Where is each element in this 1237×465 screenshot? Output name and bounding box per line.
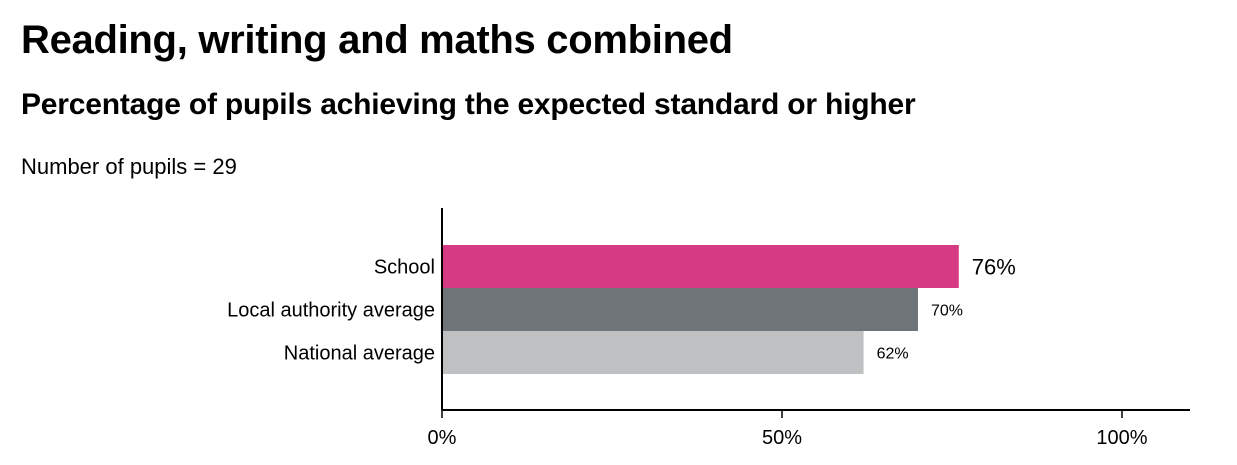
bar-0 [442,245,959,288]
pupil-count: Number of pupils = 29 [21,154,237,179]
x-tick-label: 50% [762,427,802,449]
bar-1 [442,288,918,331]
category-label: National average [284,343,435,365]
chart-title: Reading, writing and maths combined [21,18,733,62]
data-label: 70% [931,303,963,320]
chart-subtitle: Percentage of pupils achieving the expec… [21,88,916,121]
bar-2 [442,331,864,374]
x-tick-label: 0% [428,427,457,449]
data-label: 76% [972,255,1016,280]
x-tick-label: 100% [1096,427,1147,449]
category-label: School [374,257,435,279]
data-label: 62% [877,346,909,363]
category-label: Local authority average [227,300,435,322]
